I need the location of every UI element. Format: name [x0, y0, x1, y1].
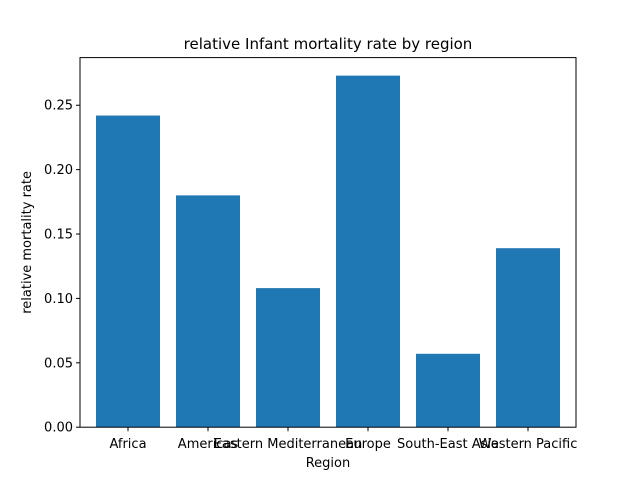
bar-eastern-mediterranean [256, 288, 320, 428]
y-tick-label: 0.15 [44, 228, 73, 243]
y-tick-label: 0.05 [44, 356, 73, 371]
y-axis-label: relative mortality rate [20, 171, 35, 314]
y-axis-ticks: 0.00 0.05 0.10 0.15 0.20 0.25 [44, 99, 80, 436]
plot-area [80, 57, 576, 428]
x-tick-label: Eastern Mediterranean [214, 437, 363, 452]
x-axis-label: Region [306, 456, 351, 471]
y-tick-label: 0.20 [44, 163, 73, 178]
bars-group [96, 75, 560, 428]
bar-western-pacific [496, 248, 560, 428]
x-tick-label: South-East Asia [397, 437, 499, 452]
bar-africa [96, 115, 160, 428]
x-tick-label: Western Pacific [479, 437, 578, 452]
y-tick-label: 0.10 [44, 292, 73, 307]
x-tick-label: Americas [178, 437, 239, 452]
bar-south-east-asia [416, 353, 480, 428]
plot-frame [79, 57, 577, 428]
x-tick-label: Africa [109, 437, 146, 452]
x-tick-label: Europe [345, 437, 391, 452]
bar-europe [336, 75, 400, 428]
chart-title: relative Infant mortality rate by region [184, 35, 473, 53]
y-tick-label: 0.00 [44, 421, 73, 436]
bar-americas [176, 195, 240, 428]
y-tick-label: 0.25 [44, 99, 73, 114]
